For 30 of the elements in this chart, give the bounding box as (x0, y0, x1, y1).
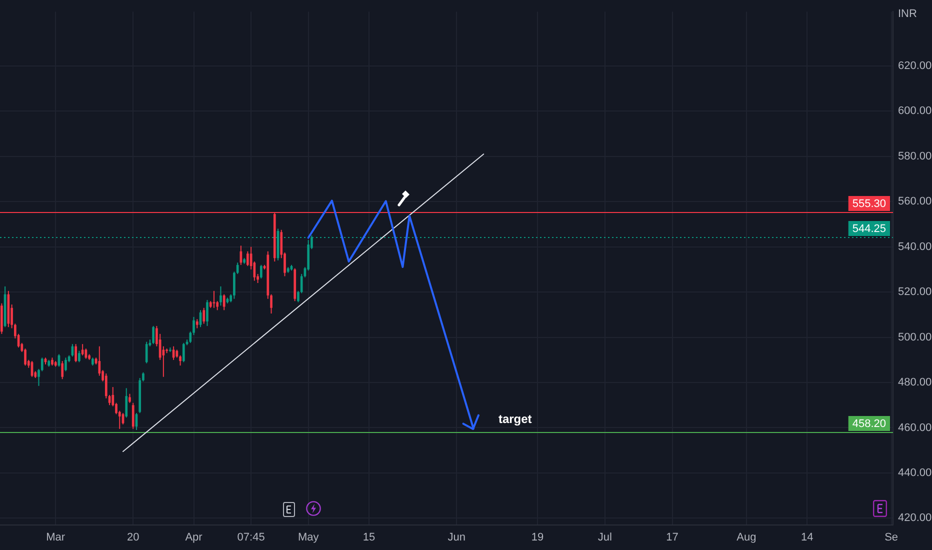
x-tick-label: Apr (185, 532, 203, 544)
x-tick-label: 15 (362, 532, 376, 544)
x-tick-label: 19 (531, 532, 544, 544)
annotation: target (498, 412, 532, 426)
candlestick (212, 290, 216, 308)
x-tick-label: 20 (126, 532, 140, 544)
y-tick-label: 620.00 (898, 60, 932, 72)
x-tick-label: Se (884, 532, 898, 544)
y-tick-label: 420.00 (898, 512, 932, 524)
ref-line-label: 555.30 (852, 198, 886, 210)
ref-line-label: 458.20 (852, 418, 886, 430)
x-tick-label: 14 (800, 532, 814, 544)
y-tick-label: 480.00 (898, 376, 932, 389)
x-tick-label: Aug (736, 532, 756, 544)
y-tick-label: 580.00 (898, 150, 932, 162)
y-tick-label: 520.00 (898, 286, 932, 298)
x-tick-label: 17 (666, 532, 678, 544)
x-tick-label: May (298, 532, 320, 544)
y-tick-label: 440.00 (898, 467, 932, 480)
y-tick-label: 460.00 (898, 422, 932, 434)
y-axis-title: INR (898, 8, 917, 20)
x-tick-label: Jul (598, 532, 612, 544)
x-tick-label: Mar (46, 532, 66, 544)
ref-line-label: 544.25 (852, 223, 886, 236)
x-tick-label: 07:45 (237, 532, 265, 544)
x-tick-label: Jun (448, 532, 466, 544)
y-tick-label: 500.00 (898, 331, 932, 344)
y-tick-label: 560.00 (898, 196, 932, 208)
y-tick-label: 600.00 (898, 105, 932, 118)
y-tick-label: 540.00 (898, 240, 932, 253)
